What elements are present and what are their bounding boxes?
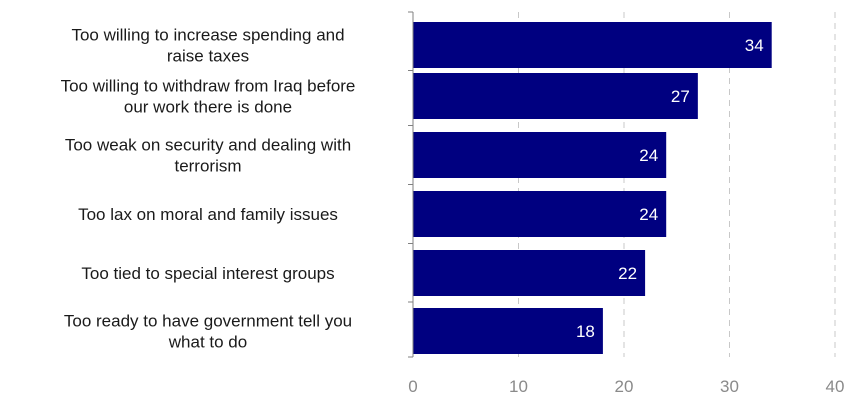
value-labels: 34 27 24 24 22 18 xyxy=(576,36,764,341)
bar-6 xyxy=(413,308,603,354)
bar-1 xyxy=(413,22,772,68)
value-label-5: 22 xyxy=(618,264,637,283)
category-axis xyxy=(408,11,414,358)
bars-group xyxy=(413,22,772,354)
value-label-2: 27 xyxy=(671,87,690,106)
tick-labels: 0 10 20 30 40 xyxy=(408,377,844,396)
value-label-3: 24 xyxy=(639,146,658,165)
grid-lines xyxy=(518,12,836,357)
x-tick-label-0: 0 xyxy=(408,377,417,396)
category-label-3: Too weak on security and dealing with ter… xyxy=(65,136,351,176)
category-labels: Too willing to increase spending and rais… xyxy=(61,26,356,352)
category-label-6: Too ready to have government tell you wha… xyxy=(64,312,352,352)
x-tick-label-40: 40 xyxy=(826,377,845,396)
x-tick-label-20: 20 xyxy=(615,377,634,396)
bar-4 xyxy=(413,191,667,237)
x-tick-label-30: 30 xyxy=(720,377,739,396)
value-label-6: 18 xyxy=(576,322,595,341)
bar-5 xyxy=(413,250,646,296)
category-label-2: Too willing to withdraw from Iraq before… xyxy=(61,77,356,117)
category-label-5: Too tied to special interest groups xyxy=(81,264,334,283)
value-label-4: 24 xyxy=(639,205,658,224)
value-label-1: 34 xyxy=(745,36,764,55)
category-label-1: Too willing to increase spending and rais… xyxy=(71,26,344,66)
x-tick-label-10: 10 xyxy=(509,377,528,396)
bar-3 xyxy=(413,132,667,178)
bar-2 xyxy=(413,73,698,119)
category-label-4: Too lax on moral and family issues xyxy=(78,205,338,224)
